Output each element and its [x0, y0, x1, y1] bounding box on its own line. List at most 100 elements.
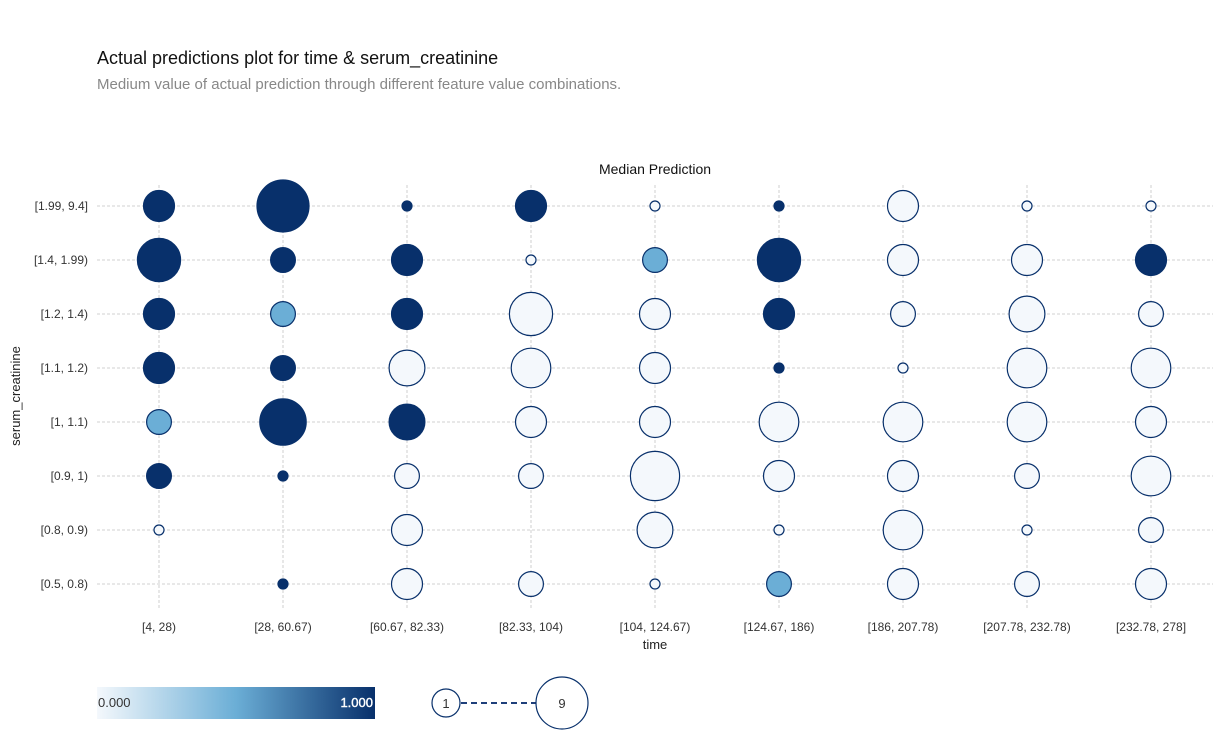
- data-point: [641, 247, 668, 274]
- data-point: [142, 189, 176, 223]
- data-point: [401, 200, 413, 212]
- data-point: [882, 509, 924, 551]
- y-tick-label: [0.8, 0.9): [41, 523, 88, 537]
- data-point: [636, 511, 674, 549]
- size-legend-min-circle: [431, 688, 461, 718]
- data-point: [525, 254, 537, 266]
- size-legend-min-label: 1: [442, 696, 449, 711]
- data-point: [153, 524, 165, 536]
- chart-title: Actual predictions plot for time & serum…: [97, 48, 499, 68]
- data-point: [1134, 243, 1168, 277]
- data-point: [388, 349, 426, 387]
- data-point: [1137, 301, 1164, 328]
- data-point: [1021, 524, 1033, 536]
- data-point: [886, 189, 920, 223]
- data-point: [765, 570, 792, 597]
- data-point: [649, 200, 661, 212]
- y-tick-label: [0.9, 1): [51, 469, 88, 483]
- data-point: [256, 179, 310, 233]
- color-scale-max-label: 1.000: [340, 695, 373, 710]
- y-tick-label: [1.4, 1.99): [34, 253, 88, 267]
- x-axis-title: time: [643, 637, 668, 652]
- data-point: [886, 567, 920, 601]
- data-point: [1134, 405, 1168, 439]
- data-point: [886, 243, 920, 277]
- data-point: [394, 463, 421, 490]
- data-point: [629, 450, 681, 502]
- data-point: [510, 347, 552, 389]
- data-point: [1013, 463, 1040, 490]
- x-tick-label: [124.67, 186): [744, 620, 815, 634]
- data-point: [1134, 567, 1168, 601]
- data-point: [1008, 295, 1046, 333]
- x-tick-label: [207.78, 232.78): [983, 620, 1070, 634]
- data-point: [390, 297, 424, 331]
- data-point: [1130, 347, 1172, 389]
- data-point: [1010, 243, 1044, 277]
- data-point: [773, 524, 785, 536]
- data-point: [1021, 200, 1033, 212]
- data-point: [146, 409, 173, 436]
- plot-title: Median Prediction: [599, 161, 711, 177]
- y-tick-label: [1.99, 9.4]: [35, 199, 88, 213]
- data-point: [508, 291, 554, 337]
- x-tick-label: [186, 207.78): [868, 620, 939, 634]
- axis-labels: [4, 28) [28, 60.67) [60.67, 82.33) [82.33, …: [34, 199, 1186, 634]
- data-point: [773, 200, 785, 212]
- data-point: [762, 459, 796, 493]
- chart-subtitle: Medium value of actual prediction throug…: [97, 76, 622, 93]
- data-points: [136, 179, 1172, 601]
- data-point: [638, 405, 672, 439]
- y-tick-label: [1.1, 1.2): [41, 361, 88, 375]
- data-point: [638, 297, 672, 331]
- data-point: [390, 567, 424, 601]
- data-point: [1006, 347, 1048, 389]
- data-point: [270, 247, 297, 274]
- data-point: [277, 578, 289, 590]
- data-point: [388, 403, 426, 441]
- data-point: [142, 297, 176, 331]
- data-point: [517, 570, 544, 597]
- data-point: [773, 362, 785, 374]
- data-point: [270, 355, 297, 382]
- data-point: [259, 398, 307, 446]
- data-point: [270, 301, 297, 328]
- color-scale-legend: 0.000 1.000: [97, 687, 375, 719]
- x-tick-label: [232.78, 278]: [1116, 620, 1186, 634]
- y-tick-label: [0.5, 0.8): [41, 577, 88, 591]
- data-point: [517, 463, 544, 490]
- data-point: [390, 243, 424, 277]
- x-tick-label: [60.67, 82.33): [370, 620, 444, 634]
- size-legend: 1 9: [431, 676, 589, 730]
- data-point: [756, 237, 802, 283]
- y-tick-label: [1, 1.1): [51, 415, 88, 429]
- data-point: [889, 301, 916, 328]
- data-point: [762, 297, 796, 331]
- data-point: [758, 401, 800, 443]
- x-tick-label: [104, 124.67): [620, 620, 691, 634]
- size-legend-max-label: 9: [558, 696, 565, 711]
- data-point: [390, 513, 424, 547]
- x-tick-label: [28, 60.67): [254, 620, 311, 634]
- data-point: [277, 470, 289, 482]
- x-tick-label: [4, 28): [142, 620, 176, 634]
- data-point: [146, 463, 173, 490]
- data-point: [886, 459, 920, 493]
- y-axis-title: serum_creatinine: [8, 346, 23, 446]
- data-point: [1013, 570, 1040, 597]
- color-scale-bar: [97, 687, 375, 719]
- data-point: [514, 405, 548, 439]
- y-tick-label: [1.2, 1.4): [41, 307, 88, 321]
- size-legend-max-circle: [535, 676, 589, 730]
- data-point: [514, 189, 548, 223]
- data-point: [1137, 516, 1164, 543]
- data-point: [1006, 401, 1048, 443]
- data-point: [1130, 455, 1172, 497]
- x-tick-label: [82.33, 104): [499, 620, 563, 634]
- data-point: [136, 237, 182, 283]
- data-point: [882, 401, 924, 443]
- data-point: [649, 578, 661, 590]
- data-point: [897, 362, 909, 374]
- data-point: [638, 351, 672, 385]
